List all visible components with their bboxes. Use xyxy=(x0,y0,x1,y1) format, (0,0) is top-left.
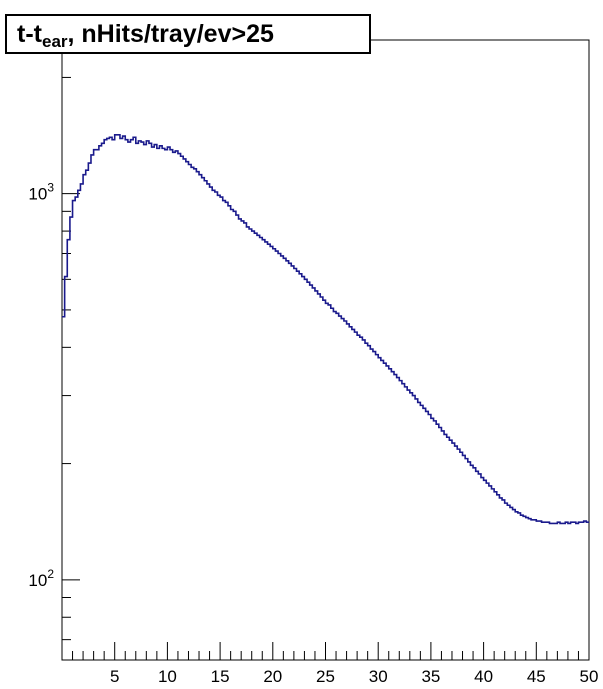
x-axis: 5 10 15 20 25 30 35 40 45 50 xyxy=(72,642,599,686)
x-tick-label: 40 xyxy=(474,667,493,686)
chart-title-suffix: , nHits/tray/ev>25 xyxy=(67,20,274,48)
x-tick-label: 50 xyxy=(580,667,599,686)
x-tick-label: 5 xyxy=(110,667,119,686)
chart-title-subscript: ear xyxy=(41,32,68,51)
plot-frame xyxy=(61,39,590,661)
x-tick-label: 20 xyxy=(263,667,282,686)
x-tick-label: 10 xyxy=(158,667,177,686)
x-tick-label: 25 xyxy=(316,667,335,686)
chart-title: t-tear, nHits/tray/ev>25 xyxy=(5,14,371,54)
y-axis: 103 102 xyxy=(28,76,80,641)
chart-title-prefix: t-t xyxy=(17,20,42,48)
y-tick-label: 102 xyxy=(28,567,54,590)
y-tick-label: 103 xyxy=(28,181,54,204)
x-tick-label: 45 xyxy=(527,667,546,686)
x-tick-label: 35 xyxy=(421,667,440,686)
histogram-line xyxy=(62,134,589,525)
x-tick-label: 15 xyxy=(211,667,230,686)
x-tick-label: 30 xyxy=(369,667,388,686)
